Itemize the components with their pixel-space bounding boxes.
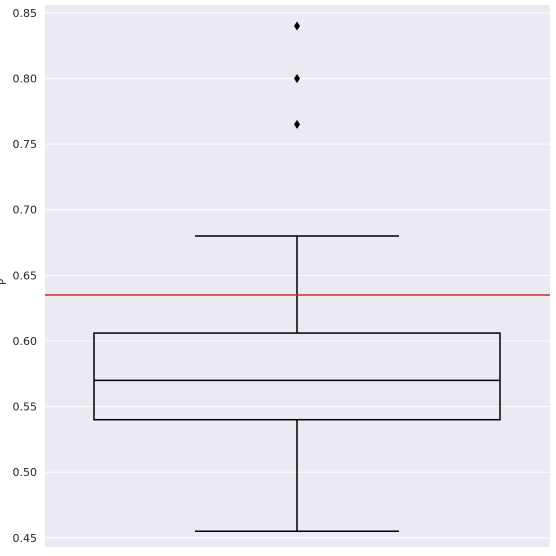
y-tick-label: 0.50 <box>13 466 38 479</box>
y-tick-label: 0.80 <box>13 72 38 85</box>
outlier-point <box>294 73 300 83</box>
y-tick-label: 0.70 <box>13 204 38 217</box>
y-tick-label: 0.55 <box>13 401 38 414</box>
y-tick-label: 0.75 <box>13 138 38 151</box>
y-tick-label: 0.85 <box>13 7 38 20</box>
y-tick-label: 0.65 <box>13 269 38 282</box>
outlier-point <box>294 119 300 129</box>
y-axis-ticks: 0.45 0.50 0.55 0.60 0.65 0.70 0.75 0.80 0.85 <box>13 7 38 545</box>
outlier-points <box>294 21 300 129</box>
y-tick-label: 0.60 <box>13 335 38 348</box>
y-axis-label: P <box>0 279 9 285</box>
interquartile-box <box>93 332 501 421</box>
y-tick-label: 0.45 <box>13 532 38 545</box>
box-element <box>93 235 501 533</box>
outlier-point <box>294 21 300 31</box>
